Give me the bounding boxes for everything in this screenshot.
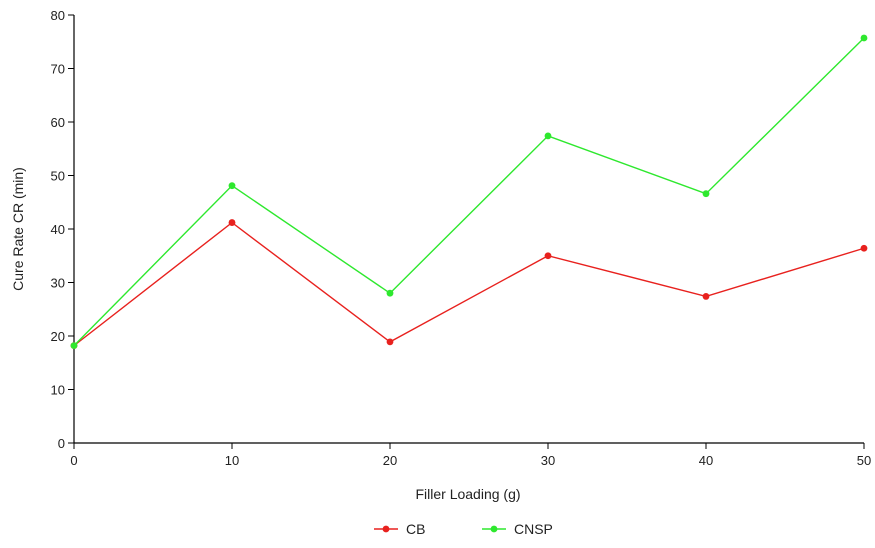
y-tick-label: 30 (51, 276, 65, 291)
data-point-cnsp (544, 132, 552, 140)
series-line-cb (73, 221, 865, 347)
y-tick-label: 10 (51, 383, 65, 398)
data-point-cb (544, 252, 552, 260)
x-tick-label: 40 (699, 453, 713, 468)
legend-label-cb: CB (406, 521, 425, 537)
x-tick-label: 0 (70, 453, 77, 468)
data-point-cnsp (860, 34, 868, 42)
y-tick-label: 0 (58, 436, 65, 451)
x-tick-label: 30 (541, 453, 555, 468)
ticks: 0 10 20 30 40 50 60 70 80 0 10 20 30 40 50 (51, 8, 872, 468)
data-point-cb (386, 338, 394, 346)
x-tick-label: 50 (857, 453, 871, 468)
data-point-cnsp (702, 190, 710, 198)
series-line-cnsp (73, 37, 865, 347)
y-tick-label: 70 (51, 62, 65, 77)
y-tick-label: 50 (51, 169, 65, 184)
y-tick-label: 60 (51, 115, 65, 130)
y-tick-label: 40 (51, 222, 65, 237)
legend: CB CNSP (374, 521, 553, 537)
x-tick-label: 20 (383, 453, 397, 468)
series-group (70, 34, 868, 350)
axes (73, 15, 864, 444)
legend-marker-cnsp (490, 525, 498, 533)
y-axis-label: Cure Rate CR (min) (10, 167, 26, 291)
data-point-cb (860, 244, 868, 252)
data-point-cnsp (386, 289, 394, 297)
x-axis-label: Filler Loading (g) (415, 486, 520, 502)
y-tick-label: 80 (51, 8, 65, 23)
data-point-cb (228, 219, 236, 226)
legend-label-cnsp: CNSP (514, 521, 553, 537)
data-point-cnsp (228, 182, 236, 190)
data-point-cnsp (70, 342, 78, 350)
y-tick-label: 20 (51, 329, 65, 344)
x-tick-label: 10 (225, 453, 239, 468)
data-point-cb (702, 293, 710, 300)
legend-marker-cb (382, 525, 390, 533)
